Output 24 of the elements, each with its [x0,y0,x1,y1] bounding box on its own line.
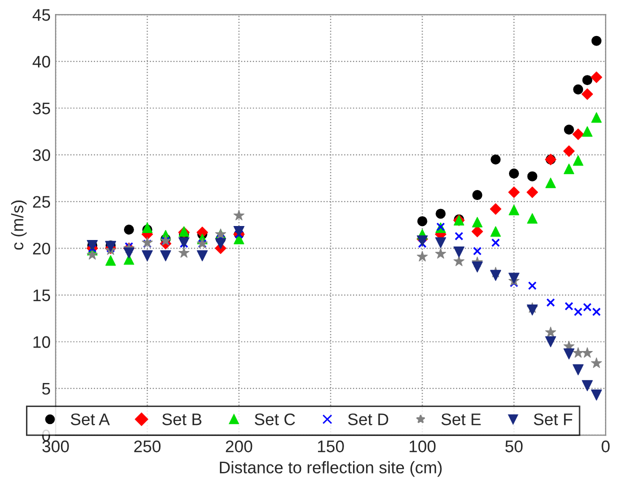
y-tick-label: 5 [42,383,50,395]
legend-label: Set E [441,413,481,426]
y-tick-label: 45 [32,9,50,21]
x-tick-label: 50 [505,440,523,452]
legend-label: Set B [162,413,202,426]
x-tick-label: 200 [226,440,252,452]
legend-label: Set D [348,413,388,426]
y-tick-label: 25 [33,196,50,208]
y-tick-label: 40 [32,56,50,68]
x-tick-label: 300 [42,440,69,452]
y-axis-title: c (m/s) [11,200,27,250]
legend-label: Set F [534,413,572,426]
y-tick-label: 10 [33,336,50,348]
x-tick-label: 100 [410,440,436,452]
x-tick-label: 0 [602,440,610,452]
y-tick-label: 30 [32,149,50,162]
x-tick-label: 150 [318,440,344,452]
legend-label: Set A [70,413,110,426]
x-tick-label: 250 [134,440,161,452]
legend-label: Set C [254,413,296,426]
y-tick-label: 35 [32,102,50,114]
x-axis-title: Distance to reflection site (cm) [220,461,442,477]
y-tick-label: 20 [33,242,50,255]
y-tick-label: 15 [33,290,50,302]
